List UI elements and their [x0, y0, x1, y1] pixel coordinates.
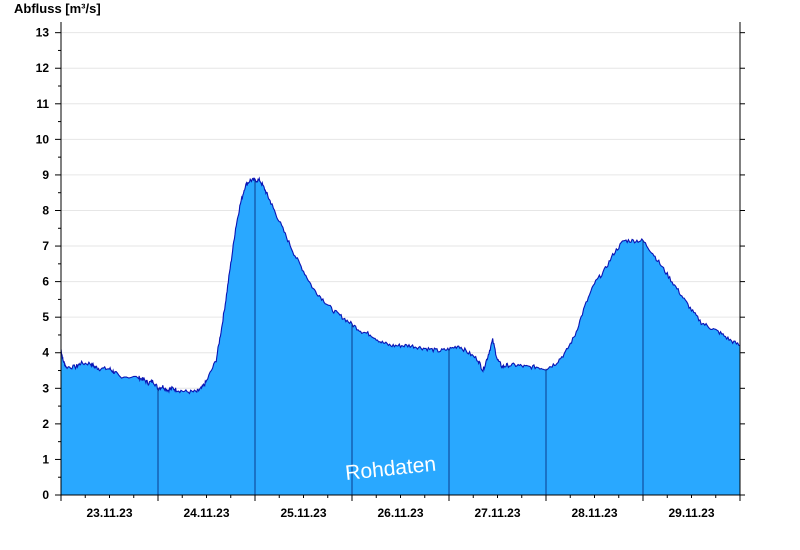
y-tick-label: 0 [42, 488, 49, 502]
y-tick-label: 2 [42, 417, 49, 431]
x-tick-label: 27.11.23 [474, 506, 520, 520]
y-tick-label: 7 [42, 239, 49, 253]
x-tick-label: 28.11.23 [571, 506, 617, 520]
x-tick-label: 23.11.23 [86, 506, 132, 520]
y-tick-label: 11 [36, 97, 49, 111]
y-axis-label: Abfluss [m³/s] [14, 1, 101, 16]
x-tick-label: 26.11.23 [377, 506, 423, 520]
y-tick-label: 8 [42, 203, 49, 217]
y-tick-label: 1 [42, 452, 49, 466]
grid-lines [61, 32, 740, 460]
x-ticks: 23.11.23 24.11.23 25.11.23 26.11.23 27.11.23… [60, 495, 741, 520]
x-tick-label: 25.11.23 [280, 506, 326, 520]
discharge-area [61, 178, 740, 496]
x-tick-label: 24.11.23 [183, 506, 229, 520]
y-tick-label: 3 [42, 381, 49, 395]
data-area [60, 176, 741, 496]
y-tick-label: 6 [42, 275, 49, 289]
x-tick-label: 29.11.23 [668, 506, 714, 520]
y-tick-label: 12 [36, 61, 50, 75]
y-tick-label: 13 [36, 26, 50, 40]
discharge-line [60, 176, 741, 395]
y-tick-label: 5 [42, 310, 49, 324]
y-tick-label: 4 [42, 346, 49, 360]
y-tick-label: 9 [42, 168, 49, 182]
day-boundary-lines [157, 180, 644, 495]
y-tick-label: 10 [36, 132, 50, 146]
